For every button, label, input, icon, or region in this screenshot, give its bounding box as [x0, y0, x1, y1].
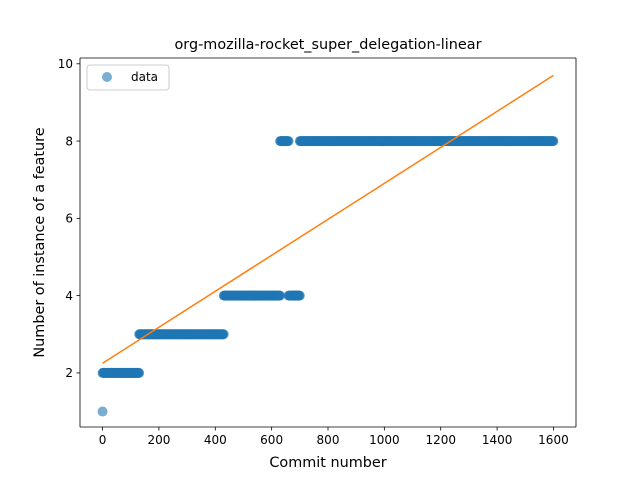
- data-point: [134, 367, 145, 378]
- y-tick-label: 8: [65, 134, 73, 148]
- ticks-layer: 0 200 400 600 800 1000 1200 1400 1600 2 4 6 8 10: [58, 57, 569, 447]
- data-point: [275, 290, 286, 301]
- x-axis-label: Commit number: [269, 455, 386, 471]
- x-tick-label: 1000: [369, 433, 400, 447]
- x-tick-label: 0: [99, 433, 107, 447]
- data-point: [294, 290, 305, 301]
- y-tick-label: 10: [58, 57, 73, 71]
- x-tick-label: 1400: [482, 433, 513, 447]
- y-tick-label: 4: [65, 289, 73, 303]
- data-point: [97, 406, 108, 417]
- legend: data: [86, 64, 170, 91]
- legend-label: data: [131, 70, 158, 84]
- y-axis-label: Number of instance of a feature: [32, 127, 48, 357]
- fit-line: [102, 74, 554, 364]
- x-tick-label: 1600: [538, 433, 569, 447]
- x-tick-label: 200: [147, 433, 170, 447]
- chart-title: org-mozilla-rocket_super_delegation-line…: [175, 37, 482, 53]
- data-point: [218, 329, 229, 340]
- x-tick-label: 1200: [425, 433, 456, 447]
- y-tick-label: 2: [65, 366, 73, 380]
- y-tick-label: 6: [65, 212, 73, 226]
- plot-area: [80, 58, 576, 427]
- data-point: [283, 136, 294, 147]
- legend-box: [86, 64, 170, 91]
- x-tick-label: 600: [260, 433, 283, 447]
- data-layer: [97, 74, 559, 417]
- x-tick-label: 800: [317, 433, 340, 447]
- data-point: [548, 136, 559, 147]
- x-tick-label: 400: [204, 433, 227, 447]
- legend-marker: [102, 72, 112, 82]
